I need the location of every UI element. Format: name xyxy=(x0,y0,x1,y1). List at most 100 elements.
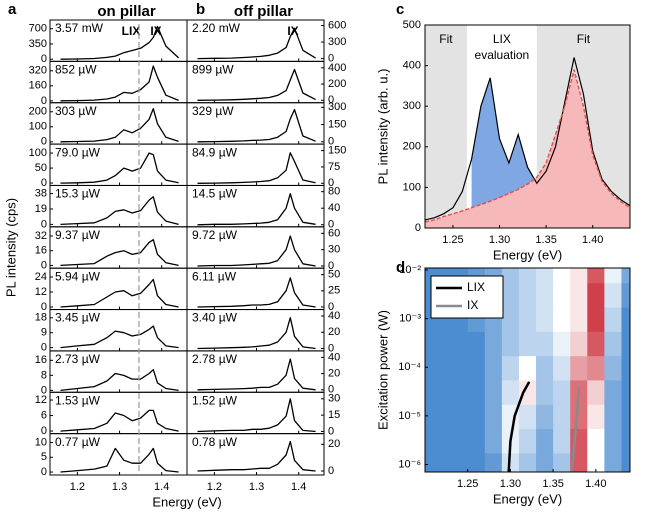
spectrum xyxy=(60,447,179,473)
y-tick-label: 0 xyxy=(41,136,47,148)
heat-cell xyxy=(501,282,520,308)
heat-cell xyxy=(536,307,554,332)
spectrum xyxy=(60,25,180,60)
y-tick-label: 10 xyxy=(35,436,47,448)
heat-cell xyxy=(604,282,622,308)
heat-cell xyxy=(536,282,554,308)
heat-cell xyxy=(425,452,435,473)
heat-cell xyxy=(518,404,537,430)
y-tick-label: 12 xyxy=(35,394,47,406)
spectrum xyxy=(60,325,179,349)
plot-frame xyxy=(424,24,631,229)
heat-cell xyxy=(518,355,537,381)
power-label: 14.5 µW xyxy=(192,187,238,201)
heat-cell xyxy=(425,355,435,381)
y-tick-label: 0 xyxy=(41,218,47,230)
heat-cell xyxy=(484,379,503,405)
heat-cell xyxy=(450,331,469,357)
y-tick-label: 350 xyxy=(29,38,47,50)
heat-cell xyxy=(484,404,503,430)
x-tick-label: 1.35 xyxy=(542,478,563,490)
y-tick-label: 0 xyxy=(41,301,47,313)
power-label: 0.77 µW xyxy=(55,435,101,449)
power-label: 852 µW xyxy=(55,63,97,77)
y-tick-label: 150 xyxy=(328,145,346,157)
x-axis-label: Energy (eV) xyxy=(493,247,562,262)
y-tick-label: 0 xyxy=(328,53,334,65)
region-label: evaluation xyxy=(475,48,530,62)
power-label: 1.52 µW xyxy=(192,393,238,407)
series-line xyxy=(507,381,531,473)
y-tick-label: 300 xyxy=(328,101,346,113)
y-tick-label: 30 xyxy=(328,244,340,256)
heat-cell xyxy=(450,452,469,473)
heat-cell xyxy=(467,355,486,381)
power-label: 15.3 µW xyxy=(55,187,101,201)
heat-cell xyxy=(484,452,503,473)
heat-cell xyxy=(621,355,631,381)
heat-cell xyxy=(621,452,631,473)
heat-cell xyxy=(553,331,571,357)
y-tick-label: 10⁻³ xyxy=(399,313,421,325)
y-tick-label: 50 xyxy=(328,269,340,281)
x-axis-label: Energy (eV) xyxy=(493,491,562,506)
power-label: 5.94 µW xyxy=(55,269,101,283)
heat-cell xyxy=(484,355,503,381)
power-label: 84.9 µW xyxy=(192,145,238,159)
heat-cell xyxy=(604,428,622,454)
annotation: IX xyxy=(150,24,161,38)
y-tick-label: 400 xyxy=(403,60,421,72)
x-tick-label: 1.40 xyxy=(582,234,603,246)
y-tick-label: 9 xyxy=(41,327,47,339)
y-tick-label: 100 xyxy=(29,121,47,133)
heat-cell xyxy=(433,452,452,473)
heat-cell xyxy=(604,268,622,284)
y-tick-label: 0 xyxy=(328,177,334,189)
y-tick-label: 8 xyxy=(41,369,47,381)
heat-cell xyxy=(604,307,622,332)
y-tick-label: 0 xyxy=(41,53,47,65)
spectrum xyxy=(60,196,179,226)
heat-cell xyxy=(587,282,605,308)
spectrum xyxy=(60,65,179,102)
y-tick-label: 200 xyxy=(403,141,421,153)
y-tick-label: 600 xyxy=(328,19,346,31)
heat-cell xyxy=(553,268,571,284)
heat-cell xyxy=(553,355,571,381)
y-tick-label: 40 xyxy=(328,310,340,322)
y-tick-label: 0 xyxy=(328,219,334,231)
y-tick-label: 15 xyxy=(328,409,340,421)
heat-cell xyxy=(450,379,469,405)
region xyxy=(425,25,467,228)
heat-cell xyxy=(536,452,554,473)
x-tick-label: 1.30 xyxy=(500,478,521,490)
spectrum xyxy=(197,277,316,308)
y-tick-label: 500 xyxy=(403,19,421,31)
heat-cell xyxy=(433,331,452,357)
x-axis-label: Energy (eV) xyxy=(152,494,221,509)
annotation: IX xyxy=(287,24,298,38)
x-tick-label: 1.2 xyxy=(70,481,85,493)
heat-cell xyxy=(621,282,631,308)
heat-cell xyxy=(621,379,631,405)
power-label: 6.11 µW xyxy=(192,269,237,283)
heat-cell xyxy=(501,452,520,473)
y-tick-label: 300 xyxy=(403,100,421,112)
power-label: 9.72 µW xyxy=(192,228,238,242)
y-axis-label: Excitation power (W) xyxy=(375,310,390,430)
y-tick-label: 80 xyxy=(328,186,340,198)
heat-cell xyxy=(536,428,554,454)
spectrum xyxy=(60,108,179,143)
heat-cell xyxy=(518,428,537,454)
heat-cell xyxy=(425,282,435,308)
heat-cell xyxy=(484,428,503,454)
power-label: 899 µW xyxy=(192,63,234,77)
power-label: 2.20 mW xyxy=(192,21,241,35)
y-tick-label: 10⁻⁶ xyxy=(398,458,421,470)
heat-cell xyxy=(518,282,537,308)
y-tick-label: 30 xyxy=(328,393,340,405)
heat-cell xyxy=(587,379,605,405)
power-label: 3.45 µW xyxy=(55,311,101,325)
heat-cell xyxy=(433,355,452,381)
y-tick-label: 0 xyxy=(328,301,334,313)
